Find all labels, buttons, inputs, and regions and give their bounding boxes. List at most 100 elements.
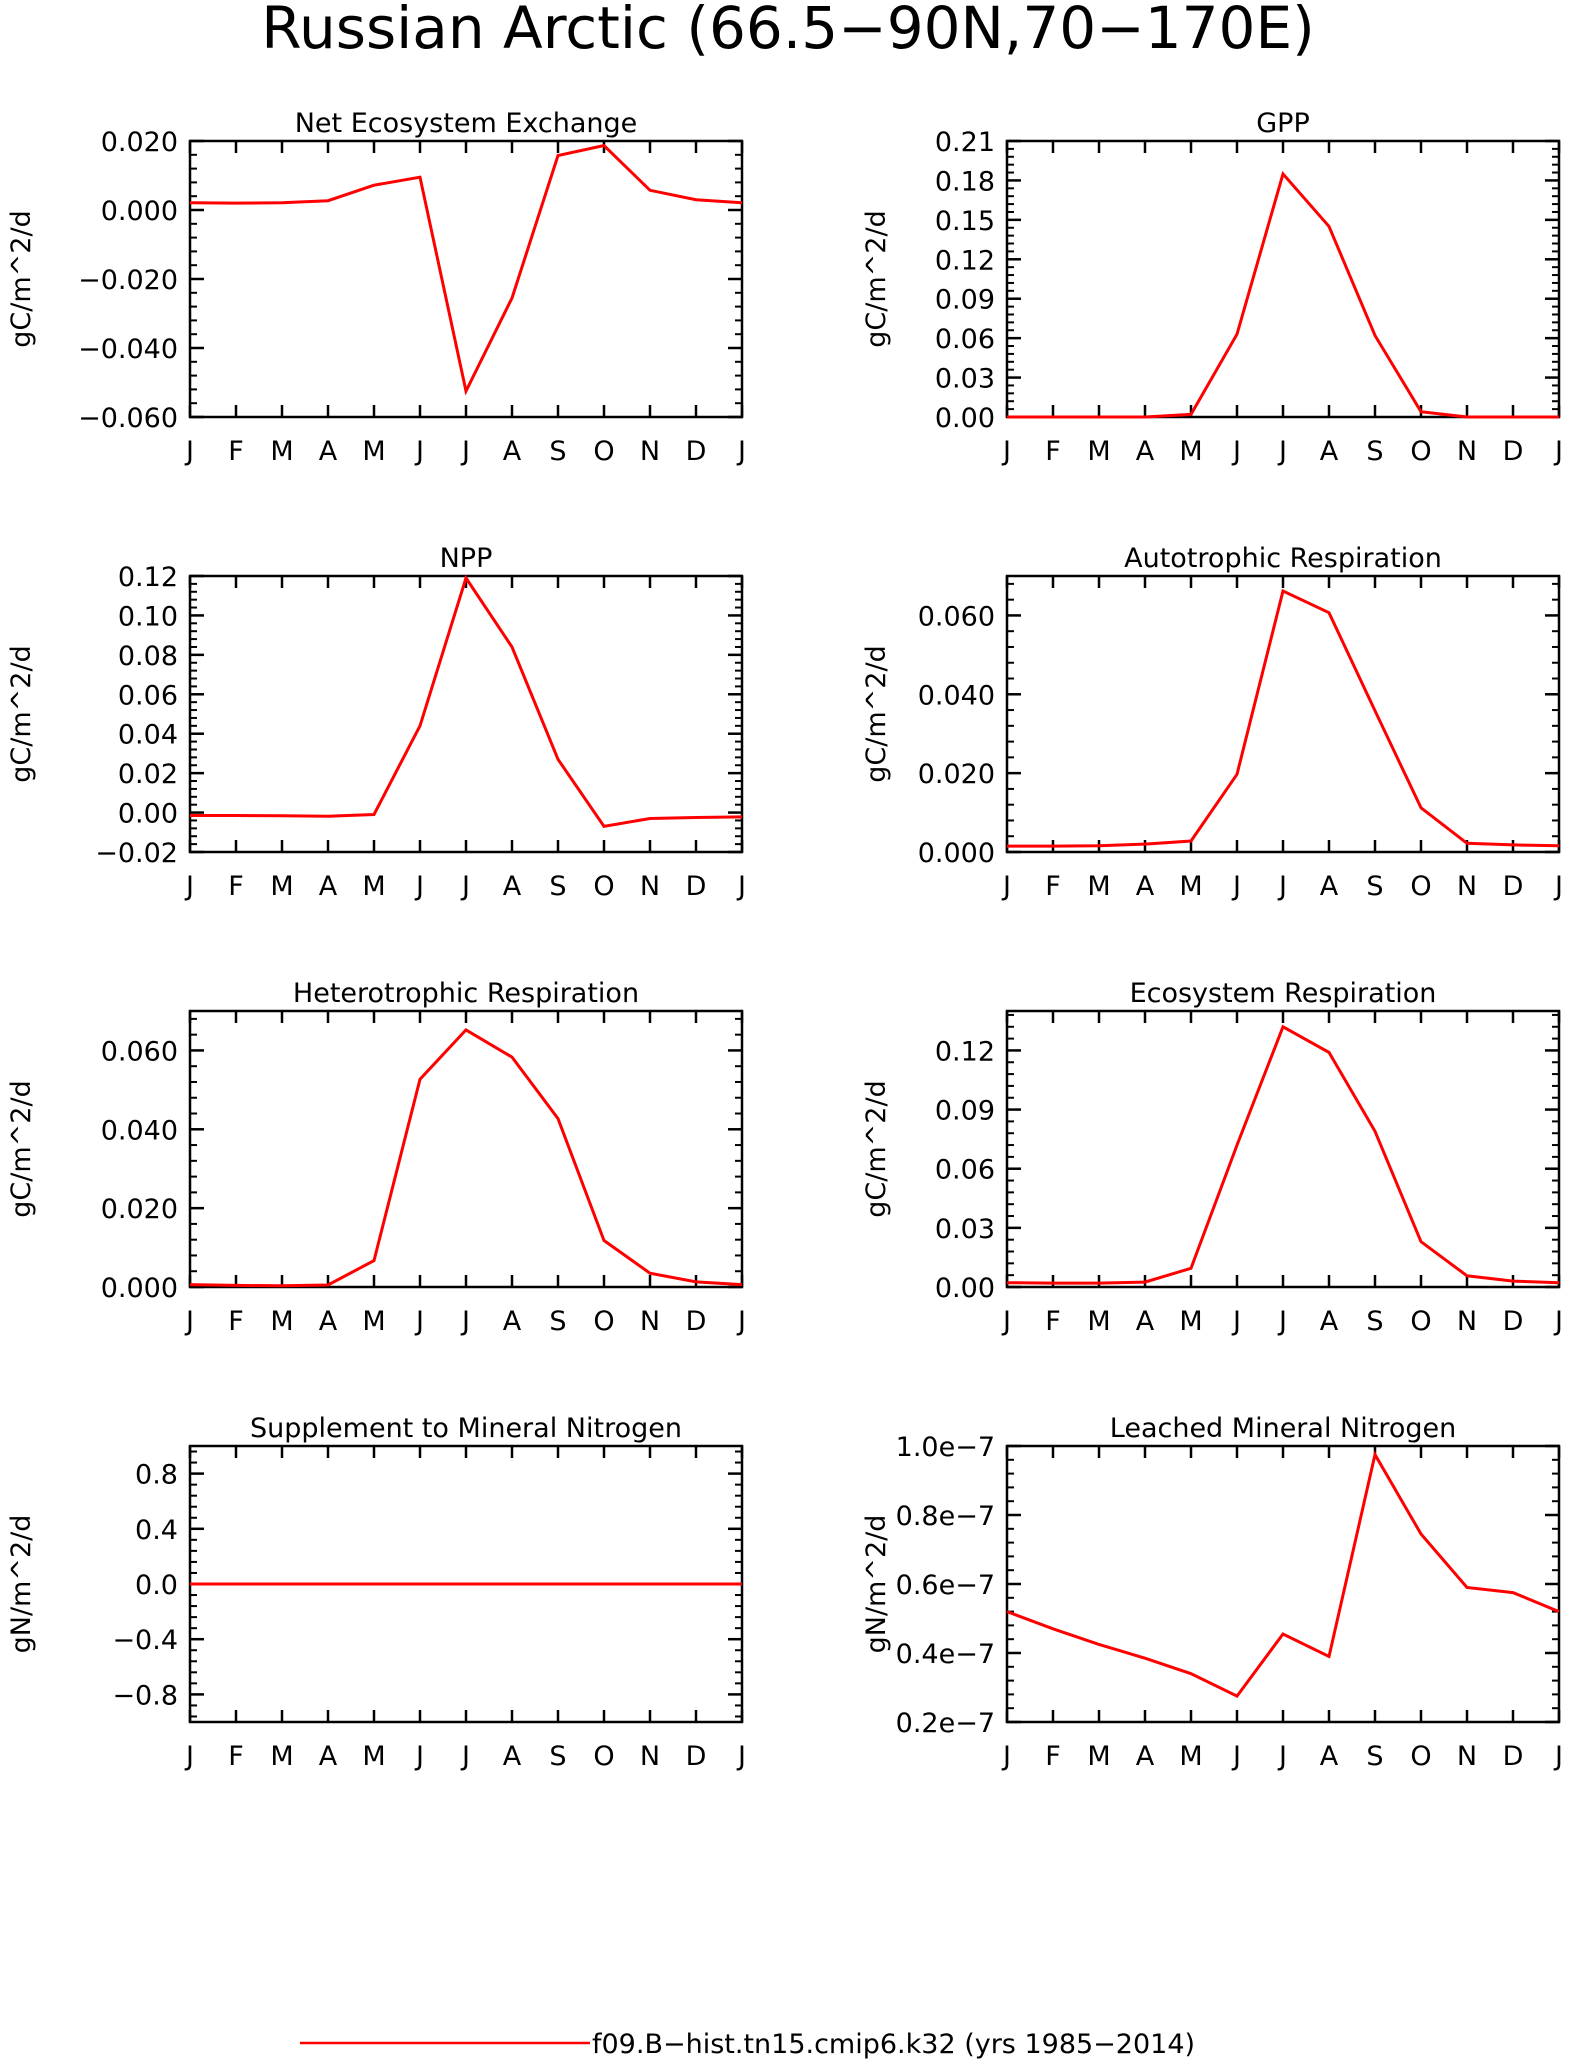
x-tick-label: J xyxy=(1001,1741,1011,1772)
y-tick-label: 0.000 xyxy=(101,1273,178,1304)
x-tick-label: J xyxy=(736,1306,746,1337)
x-tick-label: D xyxy=(686,436,707,467)
y-tick-label: 0.21 xyxy=(935,127,995,158)
y-tick-label: 0.8e−7 xyxy=(896,1501,995,1532)
panel-title: Net Ecosystem Exchange xyxy=(295,108,638,139)
x-tick-label: O xyxy=(593,1306,614,1337)
x-tick-label: D xyxy=(1503,1306,1524,1337)
x-tick-label: N xyxy=(640,871,660,902)
x-tick-label: J xyxy=(1553,1741,1563,1772)
series-line xyxy=(1006,1024,1560,1285)
x-tick-label: F xyxy=(228,1741,244,1772)
y-tick-label: 0.020 xyxy=(918,759,995,790)
x-tick-label: J xyxy=(184,436,194,467)
x-tick-label: A xyxy=(1136,1741,1155,1772)
y-tick-label: 0.00 xyxy=(118,799,178,830)
x-tick-label: M xyxy=(1179,1306,1202,1337)
x-tick-label: J xyxy=(184,871,194,902)
y-tick-label: 0.06 xyxy=(935,324,995,355)
x-tick-label: A xyxy=(1320,436,1339,467)
x-tick-label: N xyxy=(1457,871,1477,902)
y-tick-label: 0.040 xyxy=(101,1115,178,1146)
y-tick-label: 0.12 xyxy=(935,245,995,276)
x-tick-label: F xyxy=(228,436,244,467)
x-tick-label: M xyxy=(1087,871,1110,902)
panel-title: Leached Mineral Nitrogen xyxy=(1110,1413,1456,1444)
x-tick-label: A xyxy=(1320,871,1339,902)
x-tick-label: O xyxy=(1410,871,1431,902)
series-line xyxy=(189,1027,743,1288)
x-tick-label: A xyxy=(503,871,522,902)
y-axis-label: gC/m^2/d xyxy=(861,1080,892,1217)
x-tick-label: J xyxy=(1553,871,1563,902)
y-tick-label: 0.020 xyxy=(101,1194,178,1225)
x-tick-label: J xyxy=(736,871,746,902)
y-tick-label: 0.03 xyxy=(935,1214,995,1245)
y-tick-label: 0.02 xyxy=(118,759,178,790)
y-tick-label: −0.060 xyxy=(78,403,178,434)
y-tick-label: 0.020 xyxy=(101,127,178,158)
x-tick-label: S xyxy=(549,436,566,467)
x-tick-label: J xyxy=(1277,871,1287,902)
series-line xyxy=(189,143,743,396)
x-tick-label: F xyxy=(228,871,244,902)
y-tick-label: 0.060 xyxy=(918,601,995,632)
x-tick-label: A xyxy=(1136,1306,1155,1337)
y-tick-label: 0.08 xyxy=(118,641,178,672)
y-tick-label: 1.0e−7 xyxy=(896,1432,995,1463)
x-tick-label: O xyxy=(593,436,614,467)
x-tick-label: J xyxy=(1231,871,1241,902)
x-tick-label: M xyxy=(1087,436,1110,467)
x-tick-label: J xyxy=(414,436,424,467)
x-tick-label: D xyxy=(1503,871,1524,902)
panel-title: Autotrophic Respiration xyxy=(1124,543,1442,574)
x-tick-label: A xyxy=(503,1306,522,1337)
x-tick-label: J xyxy=(1001,436,1011,467)
figure-title: Russian Arctic (66.5−90N,70−170E) xyxy=(261,0,1314,62)
y-tick-label: 0.15 xyxy=(935,206,995,237)
x-tick-label: A xyxy=(1320,1741,1339,1772)
x-tick-label: N xyxy=(640,1741,660,1772)
x-tick-label: A xyxy=(1320,1306,1339,1337)
y-tick-label: −0.8 xyxy=(112,1680,178,1711)
x-tick-label: D xyxy=(686,871,707,902)
x-tick-label: A xyxy=(319,1741,338,1772)
x-tick-label: J xyxy=(1553,436,1563,467)
y-tick-label: 0.10 xyxy=(118,601,178,632)
x-tick-label: M xyxy=(362,1306,385,1337)
x-tick-label: M xyxy=(270,1306,293,1337)
legend: f09.B−hist.tn15.cmip6.k32 (yrs 1985−2014… xyxy=(300,2029,1195,2060)
y-axis-label: gC/m^2/d xyxy=(6,210,37,347)
x-tick-label: D xyxy=(686,1306,707,1337)
x-tick-label: J xyxy=(736,436,746,467)
x-tick-label: A xyxy=(503,1741,522,1772)
y-tick-label: −0.02 xyxy=(95,838,178,869)
x-tick-label: A xyxy=(319,1306,338,1337)
plot-frame xyxy=(188,139,744,419)
chart-panel-7: Supplement to Mineral Nitrogen gN/m^2/d J F… xyxy=(6,1413,746,1772)
y-tick-label: 0.09 xyxy=(935,285,995,316)
panel-title: Ecosystem Respiration xyxy=(1130,978,1437,1009)
x-tick-label: J xyxy=(460,871,470,902)
x-tick-label: N xyxy=(1457,1741,1477,1772)
y-tick-label: 0.2e−7 xyxy=(896,1708,995,1739)
x-tick-label: S xyxy=(1366,1306,1383,1337)
x-tick-label: D xyxy=(1503,436,1524,467)
x-tick-label: M xyxy=(270,436,293,467)
y-tick-label: 0.12 xyxy=(935,1036,995,1067)
x-tick-label: M xyxy=(1087,1741,1110,1772)
x-tick-label: J xyxy=(1001,871,1011,902)
y-axis-label: gC/m^2/d xyxy=(6,645,37,782)
series-line xyxy=(1007,170,1559,419)
y-tick-label: 0.06 xyxy=(118,680,178,711)
y-axis-label: gC/m^2/d xyxy=(861,210,892,347)
x-tick-label: S xyxy=(549,871,566,902)
series-line xyxy=(190,574,743,829)
